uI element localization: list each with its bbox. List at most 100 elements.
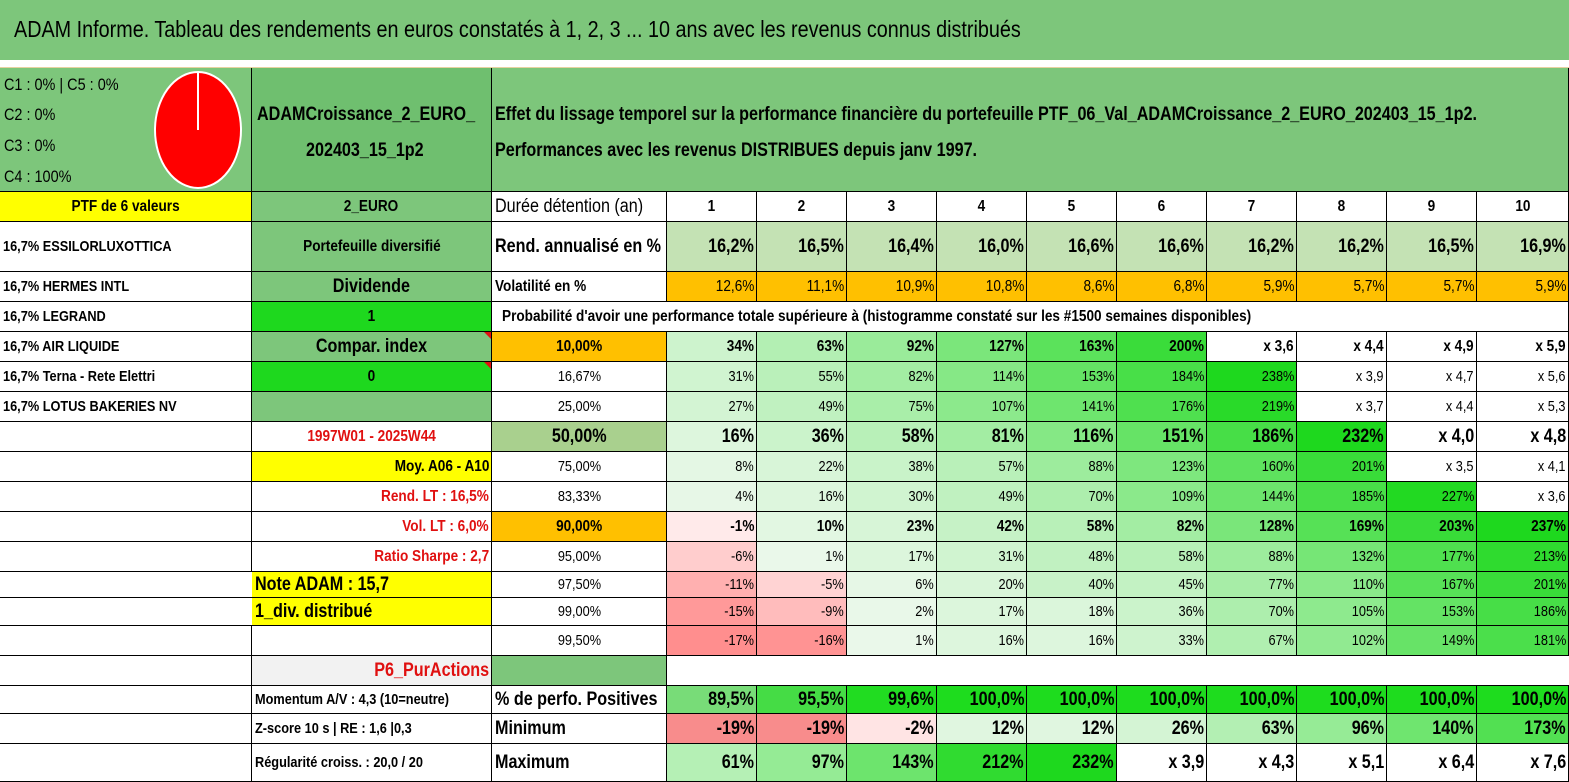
probability-cell: 22%	[757, 452, 847, 482]
holding-row-label: 16,7% AIR LIQUIDE	[0, 332, 252, 362]
rend-cell: 16,9%	[1477, 222, 1569, 272]
probability-cell: 177%	[1387, 542, 1477, 572]
probability-cell: 17%	[937, 598, 1027, 626]
probability-cell: 10%	[757, 512, 847, 542]
probability-cell: 17%	[847, 542, 937, 572]
diversified-label: Portefeuille diversifié	[252, 222, 492, 272]
stat-label: % de perfo. Positives	[492, 686, 667, 714]
probability-threshold: 97,50%	[492, 572, 667, 598]
probability-cell: 48%	[1027, 542, 1117, 572]
probability-cell: 213%	[1477, 542, 1569, 572]
portfolio-name-line: ADAMCroissance_2_EURO_	[257, 104, 476, 125]
separator	[0, 62, 1569, 68]
probability-cell: 238%	[1207, 362, 1297, 392]
probability-cell: 70%	[1027, 482, 1117, 512]
stat-cell: x 6,4	[1387, 744, 1477, 782]
probability-cell: 105%	[1297, 598, 1387, 626]
stat-cell: 96%	[1297, 714, 1387, 744]
currency-label: 2_EURO	[252, 192, 492, 222]
vol-cell: 6,8%	[1117, 272, 1207, 302]
probability-cell: 75%	[847, 392, 937, 422]
probability-cell: 31%	[667, 362, 757, 392]
probability-cell: 2%	[847, 598, 937, 626]
probability-cell: 116%	[1027, 422, 1117, 452]
probability-cell: 42%	[937, 512, 1027, 542]
stat-cell: 12%	[1027, 714, 1117, 744]
year-header: 7	[1207, 192, 1297, 222]
stat-cell: 143%	[847, 744, 937, 782]
probability-cell: 4%	[667, 482, 757, 512]
stat-cell: 100,0%	[1207, 686, 1297, 714]
probability-cell: 16%	[667, 422, 757, 452]
probability-cell: 67%	[1207, 626, 1297, 656]
rend-cell: 16,5%	[757, 222, 847, 272]
year-header: 10	[1477, 192, 1569, 222]
stat-cell: 61%	[667, 744, 757, 782]
holding-row-label: 16,7% LEGRAND	[0, 302, 252, 332]
empty-green-cell	[492, 656, 667, 686]
vol-cell: 10,8%	[937, 272, 1027, 302]
probability-cell: 36%	[1117, 598, 1207, 626]
vol-cell: 12,6%	[667, 272, 757, 302]
pur-actions-label: P6_PurActions	[252, 656, 492, 686]
stat-cell: x 5,1	[1297, 744, 1387, 782]
stat-cell: 100,0%	[1477, 686, 1569, 714]
probability-threshold: 95,00%	[492, 542, 667, 572]
year-header: 6	[1117, 192, 1207, 222]
probability-cell: 92%	[847, 332, 937, 362]
empty-band	[667, 656, 1569, 686]
probability-threshold: 99,00%	[492, 598, 667, 626]
year-header: 3	[847, 192, 937, 222]
probability-cell: 186%	[1207, 422, 1297, 452]
stat-cell: x 3,9	[1117, 744, 1207, 782]
stat-cell: 99,6%	[847, 686, 937, 714]
stat-cell: x 4,3	[1207, 744, 1297, 782]
probability-cell: 27%	[667, 392, 757, 422]
probability-cell: 16%	[937, 626, 1027, 656]
probability-cell: 132%	[1297, 542, 1387, 572]
rend-cell: 16,0%	[937, 222, 1027, 272]
rend-cell: 16,2%	[667, 222, 757, 272]
probability-cell: 151%	[1117, 422, 1207, 452]
vol-cell: 5,7%	[1297, 272, 1387, 302]
empty-cell	[0, 686, 252, 714]
stat-cell: x 7,6	[1477, 744, 1569, 782]
probability-cell: 82%	[847, 362, 937, 392]
probability-threshold: 90,00%	[492, 512, 667, 542]
legend-item: C2 : 0%	[4, 105, 56, 124]
stat-cell: 100,0%	[1297, 686, 1387, 714]
probability-cell: x 3,6	[1477, 482, 1569, 512]
momentum-label: Momentum A/V : 4,3 (10=neutre)	[252, 686, 492, 714]
sharpe-label: Ratio Sharpe : 2,7	[252, 542, 492, 572]
probability-cell: 58%	[847, 422, 937, 452]
probability-cell: 127%	[937, 332, 1027, 362]
probability-cell: 16%	[757, 482, 847, 512]
probability-cell: 219%	[1207, 392, 1297, 422]
probability-cell: 186%	[1477, 598, 1569, 626]
empty-cell	[1477, 302, 1569, 332]
empty-cell	[0, 626, 252, 656]
probability-cell: 203%	[1387, 512, 1477, 542]
legend-box: C1 : 0% | C5 : 0% C2 : 0% C3 : 0% C4 : 1…	[0, 68, 252, 192]
probability-cell: 110%	[1297, 572, 1387, 598]
legend-item: C1 : 0% | C5 : 0%	[4, 75, 119, 94]
probability-cell: 109%	[1117, 482, 1207, 512]
probability-cell: 38%	[847, 452, 937, 482]
rend-cell: 16,4%	[847, 222, 937, 272]
probability-cell: 82%	[1117, 512, 1207, 542]
probability-cell: -9%	[757, 598, 847, 626]
probability-cell: 16%	[1027, 626, 1117, 656]
probability-cell: x 3,5	[1387, 452, 1477, 482]
probability-cell: 181%	[1477, 626, 1569, 656]
year-header: 2	[757, 192, 847, 222]
probability-cell: 77%	[1207, 572, 1297, 598]
probability-cell: 55%	[757, 362, 847, 392]
description-line: Effet du lissage temporel sur la perform…	[495, 104, 1477, 125]
probability-cell: 160%	[1207, 452, 1297, 482]
probability-cell: -15%	[667, 598, 757, 626]
probability-cell: 201%	[1297, 452, 1387, 482]
probability-cell: 169%	[1297, 512, 1387, 542]
probability-cell: 6%	[847, 572, 937, 598]
holding-row-label: 16,7% LOTUS BAKERIES NV	[0, 392, 252, 422]
probability-cell: 40%	[1027, 572, 1117, 598]
